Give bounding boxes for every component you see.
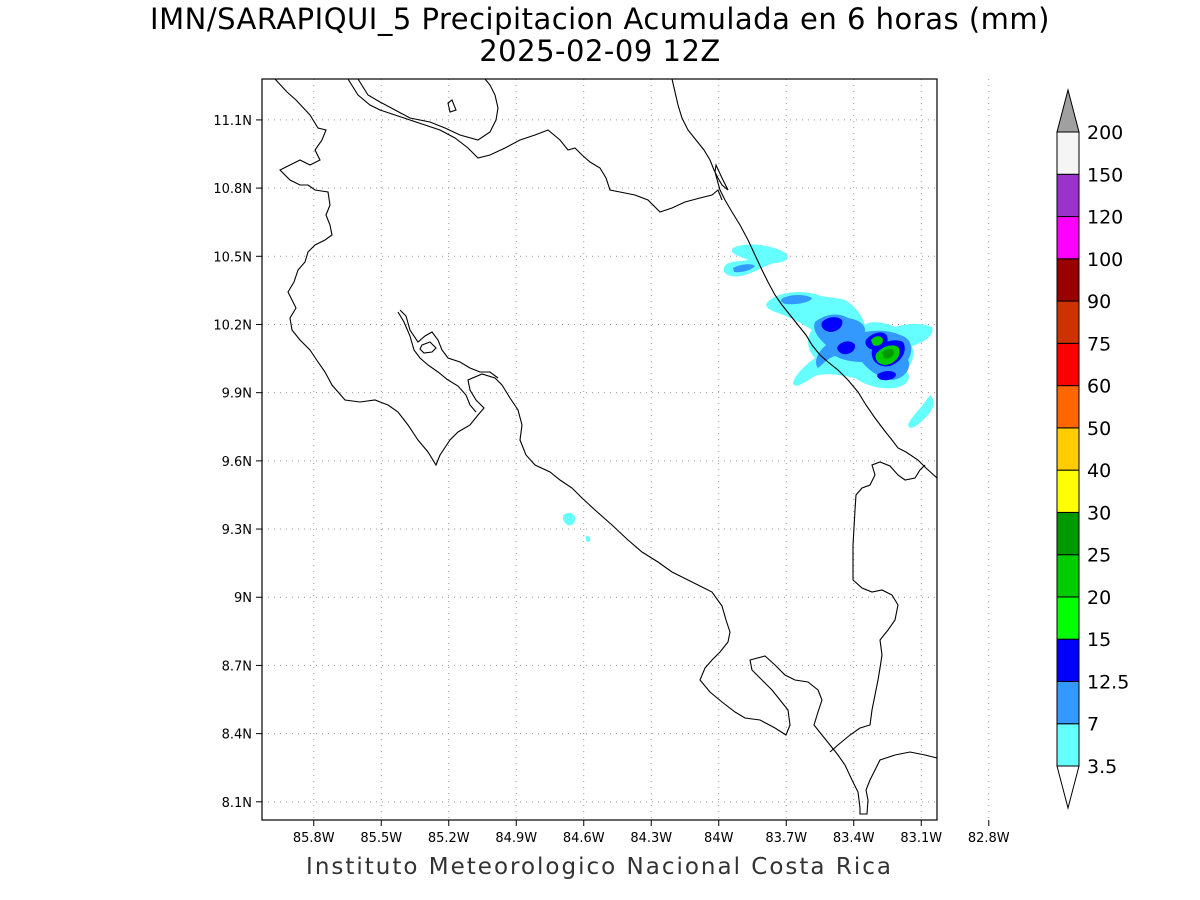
precip-area-green — [871, 336, 883, 346]
x-tick-label: 85.8W — [293, 831, 335, 846]
precip-area-darkblue — [837, 341, 856, 355]
precip-area-lightgreen — [882, 349, 894, 359]
latitude-axis: 11.1N 10.8N 10.5N 10.2N 9.9N 9.6N 9.3N 9N 8.7N 8.… — [213, 114, 262, 811]
y-tick-label: 9N — [234, 591, 252, 606]
colorbar-segment — [1056, 638, 1080, 682]
colorbar-label: 15 — [1087, 629, 1111, 651]
longitude-axis: 85.8W 85.5W 85.2W 84.9W 84.6W 84.3W 84W 83.7W 83… — [293, 820, 1010, 846]
colorbar-label: 25 — [1087, 545, 1111, 567]
colorbar-segment — [1056, 680, 1080, 725]
y-tick-label: 9.9N — [222, 387, 252, 402]
x-tick-label: 84W — [704, 831, 734, 846]
colorbar-low-arrow — [1056, 765, 1080, 810]
x-tick-label: 83.4W — [833, 831, 875, 846]
colorbar-segment — [1056, 554, 1080, 598]
map-panel — [261, 78, 990, 821]
x-tick-label: 84.9W — [495, 831, 537, 846]
colorbar-label: 150 — [1087, 164, 1123, 186]
precip-area-blue — [733, 264, 755, 273]
y-tick-label: 9.6N — [222, 455, 252, 470]
colorbar-segment — [1056, 258, 1080, 302]
colorbar-label: 3.5 — [1087, 756, 1117, 778]
colorbar-segment — [1056, 342, 1080, 387]
precip-area-cyan — [562, 512, 576, 526]
x-tick-label: 85.5W — [360, 831, 402, 846]
colorbar-label: 7 — [1087, 714, 1099, 736]
colorbar-segment — [1056, 469, 1080, 513]
y-tick-label: 11.1N — [213, 114, 252, 129]
colorbar: 3.5 7 12.5 15 20 25 30 40 50 60 75 90 100 120 150 200 — [1056, 88, 1129, 810]
colorbar-segment — [1056, 173, 1080, 218]
colorbar-label: 200 — [1087, 122, 1123, 144]
colorbar-label: 100 — [1087, 249, 1123, 271]
colorbar-label: 75 — [1087, 333, 1111, 355]
colorbar-segment — [1056, 216, 1080, 260]
colorbar-segment — [1056, 427, 1080, 471]
y-tick-label: 10.2N — [213, 318, 252, 333]
precip-area-blue — [780, 295, 812, 305]
colorbar-label: 120 — [1087, 207, 1123, 229]
x-tick-label: 84.6W — [563, 831, 605, 846]
x-tick-label: 83.1W — [900, 831, 942, 846]
colorbar-label: 60 — [1087, 376, 1111, 398]
colorbar-label: 20 — [1087, 587, 1111, 609]
colorbar-segment — [1056, 511, 1080, 556]
y-tick-label: 9.3N — [222, 523, 252, 538]
colorbar-label: 50 — [1087, 418, 1111, 440]
precipitation-field — [562, 244, 934, 542]
colorbar-high-arrow — [1056, 88, 1080, 133]
colorbar-label: 30 — [1087, 502, 1111, 524]
precip-area-darkblue — [821, 317, 843, 332]
x-tick-label: 84.3W — [630, 831, 672, 846]
colorbar-segment — [1056, 300, 1080, 344]
y-tick-label: 8.1N — [222, 796, 252, 811]
colorbar-label: 40 — [1087, 460, 1111, 482]
x-tick-label: 82.8W — [968, 831, 1010, 846]
y-tick-label: 8.4N — [222, 728, 252, 743]
footer-credit: Instituto Meteorologico Nacional Costa R… — [306, 854, 893, 880]
colorbar-segment — [1056, 385, 1080, 429]
map-title: IMN/SARAPIQUI_5 Precipitacion Acumulada … — [150, 2, 1050, 36]
colorbar-segment — [1056, 723, 1080, 767]
precip-area-cyan — [908, 395, 934, 428]
coastlines-and-borders — [274, 78, 938, 815]
y-tick-label: 10.5N — [213, 250, 252, 265]
y-tick-label: 10.8N — [213, 182, 252, 197]
precip-area-cyan — [585, 535, 591, 542]
x-tick-label: 83.7W — [765, 831, 807, 846]
precip-area-darkblue — [877, 371, 896, 381]
colorbar-segment — [1056, 131, 1080, 175]
y-tick-label: 8.7N — [222, 659, 252, 674]
map-frame — [261, 78, 938, 821]
colorbar-label: 90 — [1087, 291, 1111, 313]
map-datetime: 2025-02-09 12Z — [479, 34, 721, 68]
x-tick-label: 85.2W — [428, 831, 470, 846]
colorbar-label: 12.5 — [1087, 671, 1129, 693]
colorbar-segment — [1056, 596, 1080, 640]
